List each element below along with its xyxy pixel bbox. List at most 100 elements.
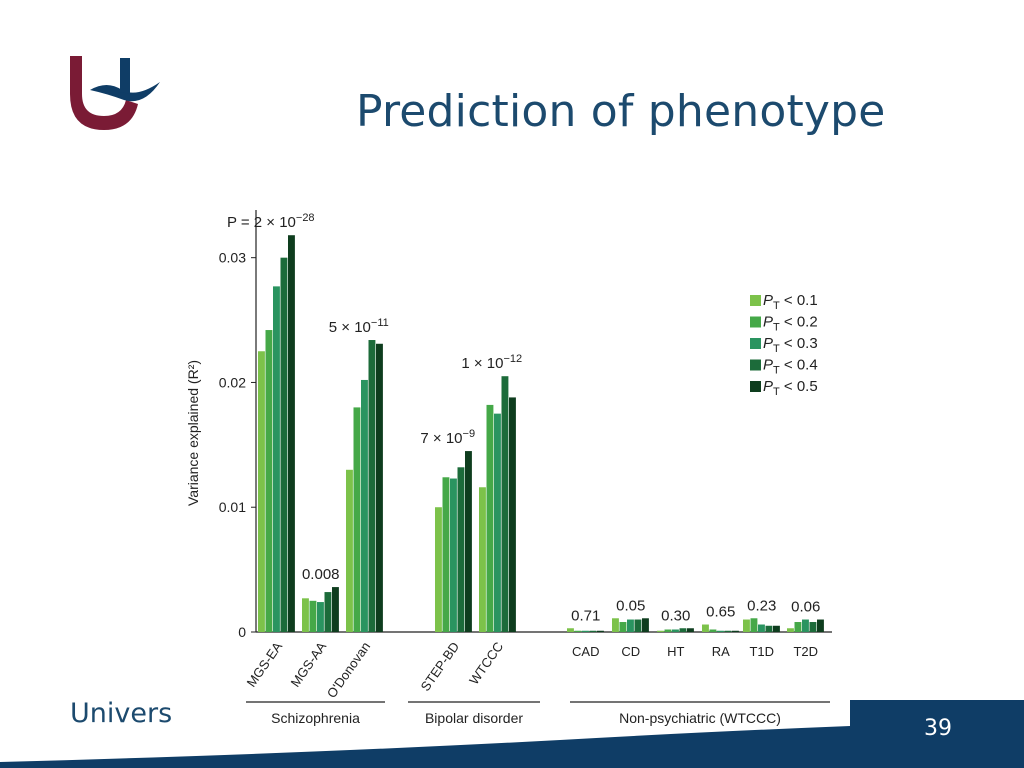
- legend-swatch: [750, 316, 761, 328]
- variance-chart: 0 0.01 0.02 0.03 Variance explained (R²) P = …: [185, 210, 832, 726]
- legend-swatch: [750, 381, 761, 392]
- bar: [479, 487, 486, 632]
- bar: [597, 630, 604, 632]
- category-label: WTCCC: [466, 639, 506, 687]
- y-tick-label: 0.02: [219, 374, 246, 390]
- bar: [324, 592, 332, 632]
- y-tick-label: 0.01: [219, 499, 246, 515]
- bar: [309, 600, 317, 632]
- group-label: Schizophrenia: [271, 710, 360, 726]
- bar: [486, 404, 494, 632]
- bar: [743, 619, 750, 632]
- bar: [794, 622, 802, 632]
- bar: [627, 619, 634, 632]
- legend-label: PT < 0.3: [763, 335, 818, 355]
- bar-annotation: 7 × 10−9: [420, 428, 475, 447]
- bar: [687, 628, 694, 632]
- y-tick-label: 0: [238, 624, 246, 640]
- bar: [657, 630, 664, 632]
- category-label: CAD: [572, 644, 599, 659]
- bar: [642, 618, 649, 632]
- legend-label: PT < 0.1: [763, 292, 818, 312]
- bar: [809, 622, 817, 632]
- legend-label: PT < 0.5: [763, 378, 818, 398]
- category-label: RA: [712, 644, 730, 659]
- bar: [332, 587, 339, 632]
- bar-annotation: 0.23: [747, 597, 776, 614]
- bar: [672, 629, 679, 632]
- legend-label: PT < 0.4: [763, 357, 818, 377]
- bar: [450, 478, 457, 632]
- bar: [709, 629, 717, 632]
- legend-label: PT < 0.2: [763, 314, 818, 334]
- bar-annotation: 5 × 10−11: [329, 317, 389, 336]
- category-label: T2D: [793, 644, 818, 659]
- category-label: CD: [621, 644, 640, 659]
- logo-u-shape: [70, 56, 138, 130]
- bar: [773, 625, 780, 632]
- bar: [679, 628, 687, 632]
- page-number: 39: [924, 716, 952, 741]
- bar: [750, 618, 758, 632]
- logo-stem: [120, 58, 130, 94]
- bar: [288, 235, 295, 632]
- bar: [353, 407, 361, 632]
- bar: [376, 343, 383, 632]
- bar: [494, 413, 501, 632]
- slide-title: Prediction of phenotype: [356, 86, 886, 137]
- y-axis-label: Variance explained (R²): [185, 360, 201, 506]
- bar-annotation: 0.65: [706, 604, 735, 621]
- bar: [717, 630, 724, 632]
- bar: [509, 397, 516, 632]
- bar: [582, 630, 589, 632]
- bar: [361, 379, 368, 632]
- university-logo: [70, 56, 160, 130]
- bar: [258, 351, 265, 632]
- bar: [457, 467, 465, 632]
- bar: [664, 629, 672, 632]
- bar: [273, 286, 280, 632]
- group-label: Bipolar disorder: [425, 710, 523, 726]
- bar: [758, 624, 765, 632]
- bar-annotation: 0.30: [661, 607, 690, 624]
- bar-annotation: P = 2 × 10−28: [227, 212, 315, 231]
- bar: [368, 340, 376, 632]
- bar: [787, 628, 794, 632]
- footer-band: [0, 700, 1024, 768]
- y-tick-label: 0.03: [219, 250, 246, 266]
- footer-university-text: Univers: [70, 698, 173, 729]
- legend-swatch: [750, 338, 761, 349]
- bar-annotation: 0.05: [616, 597, 645, 614]
- bar: [346, 469, 353, 632]
- bar: [317, 602, 324, 632]
- bar: [817, 619, 824, 632]
- bar: [802, 619, 809, 632]
- category-label: MGS-EA: [243, 639, 285, 690]
- bar: [567, 628, 574, 632]
- bar: [280, 257, 288, 632]
- bar: [724, 630, 732, 632]
- bar: [265, 330, 273, 632]
- bar: [612, 618, 619, 632]
- bar: [619, 622, 627, 632]
- bar-annotation: 0.06: [791, 599, 820, 616]
- group-label: Non-psychiatric (WTCCC): [619, 710, 781, 726]
- legend-swatch: [750, 359, 761, 371]
- category-label: STEP-BD: [418, 639, 463, 694]
- bar: [501, 376, 509, 632]
- bar: [435, 507, 442, 632]
- category-label: MGS-AA: [287, 639, 329, 690]
- bar: [634, 619, 642, 632]
- bar-annotation: 0.71: [571, 607, 600, 624]
- bar: [574, 630, 582, 632]
- bar: [302, 598, 309, 632]
- bar: [732, 630, 739, 632]
- bar-annotation: 1 × 10−12: [461, 353, 522, 372]
- category-label: O'Donovan: [324, 639, 373, 701]
- category-label: HT: [667, 644, 684, 659]
- bar: [702, 624, 709, 632]
- bar: [765, 625, 773, 632]
- footer-swoosh: [0, 700, 1024, 768]
- bar: [442, 477, 450, 632]
- category-label: T1D: [749, 644, 774, 659]
